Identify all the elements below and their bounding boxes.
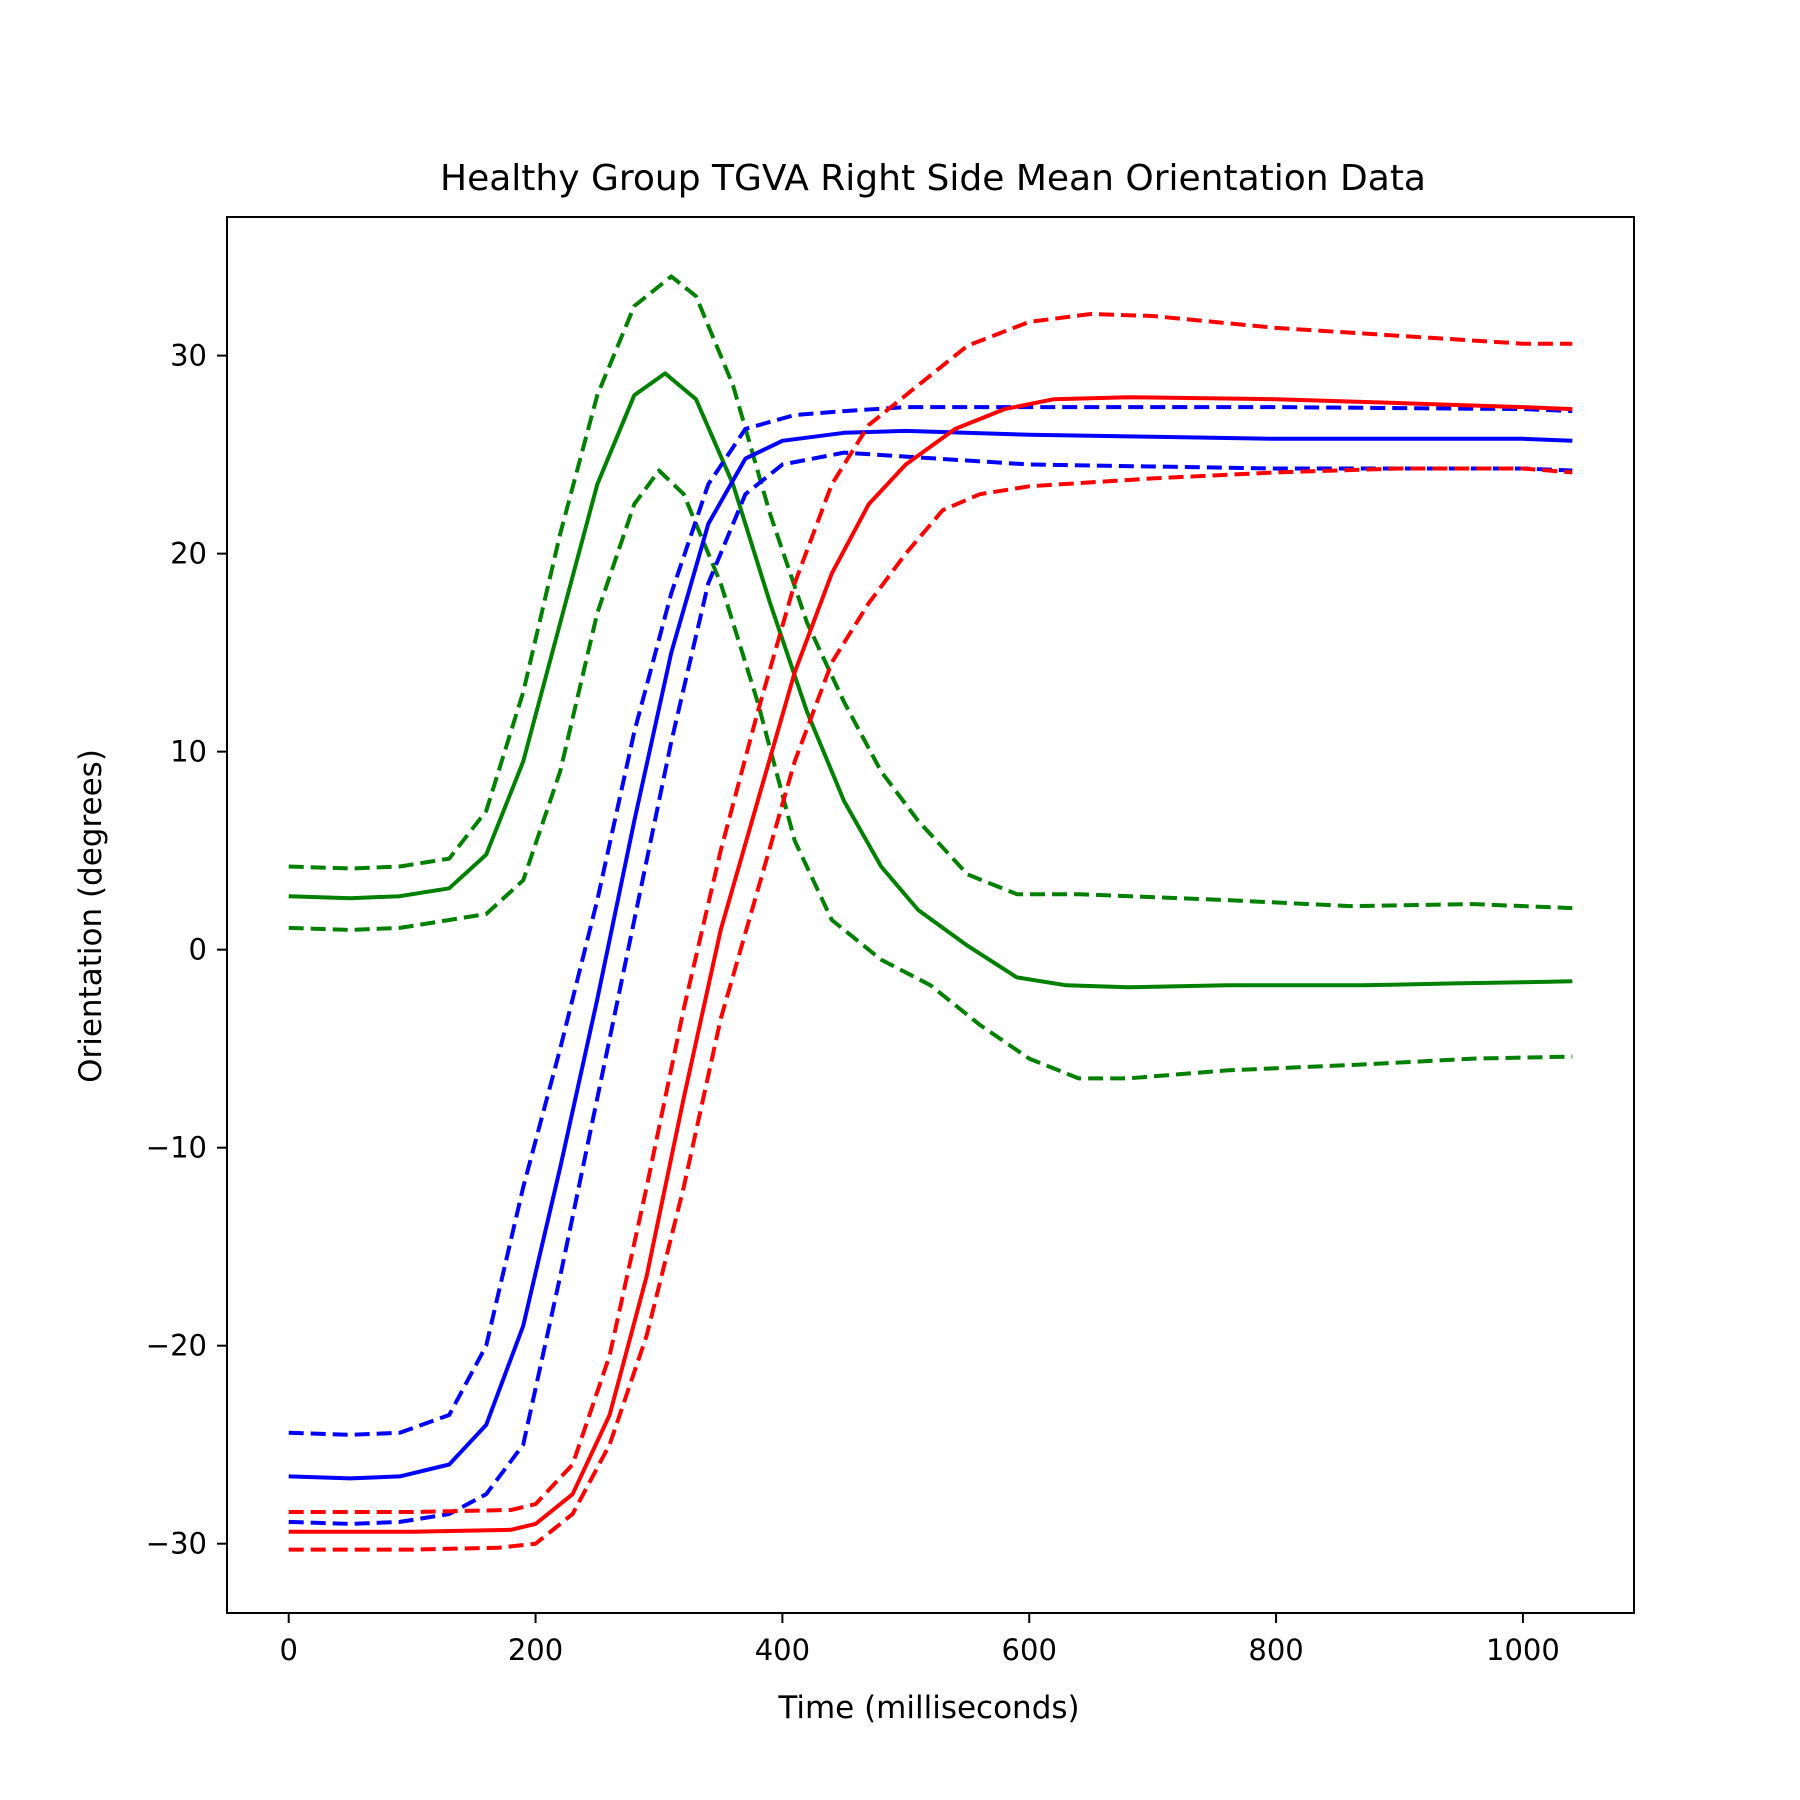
series-line-4 [288,428,1573,1481]
plot-frame [226,216,1635,1614]
series-line-3 [288,468,1573,1081]
series-line-2 [288,274,1573,911]
x-tick-label: 600 [1002,1633,1057,1667]
x-tick-label: 800 [1248,1633,1303,1667]
series-lines [288,274,1573,1552]
x-tick-label: 0 [279,1633,297,1667]
x-tick-label: 1000 [1486,1633,1560,1667]
y-axis-label: Orientation (degrees) [73,749,109,1083]
y-tick-label: −30 [146,1527,207,1561]
y-tick-label: 10 [170,735,207,769]
x-axis-label: Time (milliseconds) [777,1690,1079,1726]
series-line-5 [288,405,1573,1437]
y-tick-label: −20 [146,1329,207,1363]
y-tick-label: 30 [170,339,207,373]
series-line-8 [288,312,1573,1514]
series-line-9 [288,466,1573,1552]
y-tick-label: −10 [146,1131,207,1165]
chart-title: Healthy Group TGVA Right Side Mean Orien… [440,158,1426,199]
series-line-7 [288,395,1573,1534]
y-tick-label: 20 [170,537,207,571]
x-tick-label: 200 [508,1633,563,1667]
x-tick-label: 400 [755,1633,810,1667]
x-axis-ticks: 0 200 400 600 800 1000 [279,1613,1560,1667]
series-line-1 [288,371,1573,990]
y-tick-label: 0 [189,933,207,967]
series-line-6 [288,450,1573,1526]
y-axis-ticks: −30 −20 −10 0 10 20 30 [146,339,227,1561]
